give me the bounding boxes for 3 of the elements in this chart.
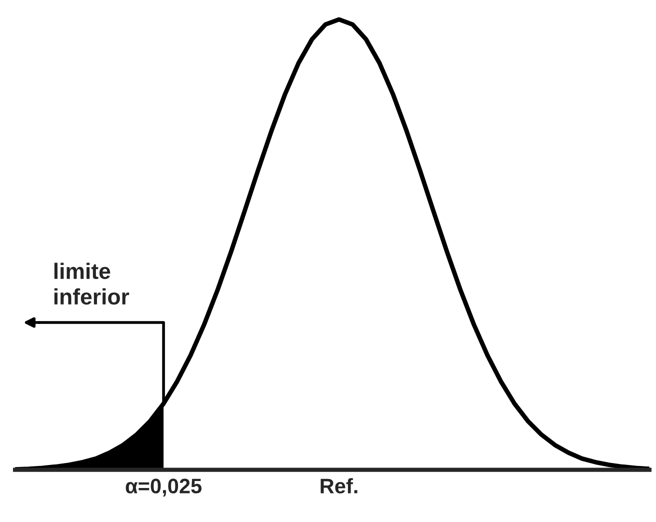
x-tick-label: Ref.: [320, 478, 358, 494]
x-tick-label: α=0,025: [126, 478, 202, 496]
annotation: limite inferior: [54, 262, 130, 305]
